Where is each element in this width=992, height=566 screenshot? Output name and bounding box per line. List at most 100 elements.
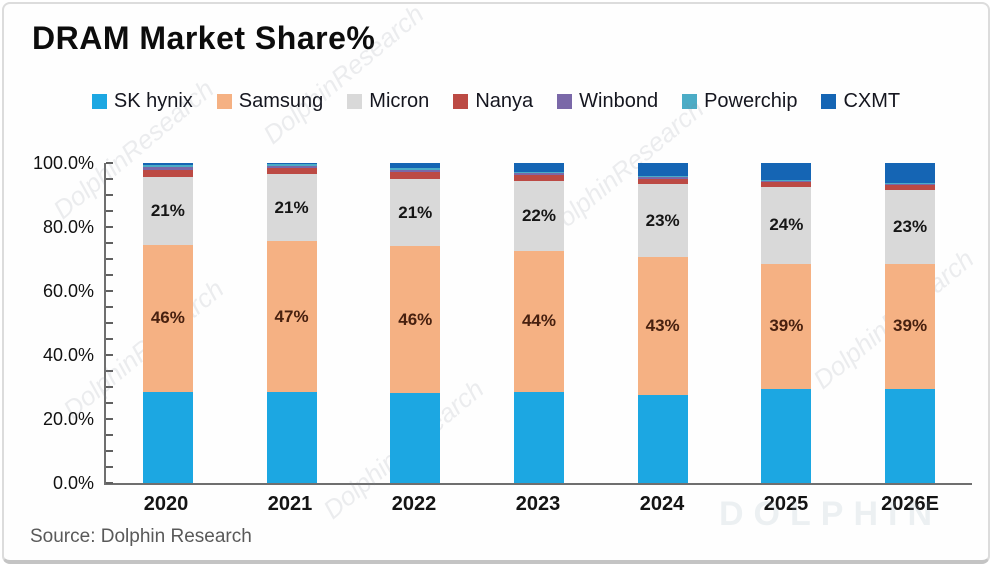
bar-segment-samsung: 44% xyxy=(513,251,564,392)
bar-segment-value-label: 39% xyxy=(893,316,928,336)
y-tick-label: 100.0% xyxy=(32,153,94,173)
bar-segment-powerchip xyxy=(761,179,812,181)
bar-segment-value-label: 22% xyxy=(521,205,556,225)
x-tick-label-2025: 2025 xyxy=(763,493,809,515)
y-axis-minor-tick xyxy=(106,274,113,276)
bar-segment-micron: 21% xyxy=(266,174,317,242)
legend-item-powerchip: Powerchip xyxy=(682,90,797,113)
bar-segment-winbond xyxy=(761,180,812,182)
legend-swatch-icon xyxy=(91,94,107,109)
bar-segment-sk-hynix xyxy=(637,395,688,483)
bar-segment-nanya xyxy=(885,185,936,191)
stacked-bar-2023: 44% 22% xyxy=(513,163,564,483)
legend-label: Samsung xyxy=(238,90,324,112)
y-axis-minor-tick xyxy=(106,354,113,356)
bar-segment-winbond xyxy=(885,183,936,186)
bar-segment-micron: 24% xyxy=(761,187,812,264)
bar-segment-winbond xyxy=(513,172,564,175)
bar-segment-sk-hynix xyxy=(142,391,193,483)
bar-segment-nanya xyxy=(390,172,441,180)
bar-segment-samsung: 43% xyxy=(637,257,688,395)
bar-segment-nanya xyxy=(761,181,812,188)
stacked-bar-2020: 46% 21% xyxy=(142,163,193,483)
legend-item-winbond: Winbond xyxy=(557,90,658,113)
y-axis-minor-tick xyxy=(106,226,113,228)
bar-segment-sk-hynix xyxy=(885,388,936,483)
legend-label: SK hynix xyxy=(113,90,193,112)
y-axis-minor-tick xyxy=(106,258,113,260)
plot-area: 46% 21% 47% 21% 46% 21% 44% 22% 43% 23% 39% 24% 39% 2… xyxy=(104,162,972,485)
bar-segment-value-label: 43% xyxy=(645,316,680,336)
bar-segment-micron: 21% xyxy=(142,177,193,245)
y-axis-minor-tick xyxy=(106,466,113,468)
source-note: Source: Dolphin Research xyxy=(30,526,252,547)
bar-segment-cxmt xyxy=(142,163,193,165)
y-axis-minor-tick xyxy=(106,418,113,420)
y-axis-minor-tick xyxy=(106,338,113,340)
bar-segment-value-label: 47% xyxy=(274,306,309,326)
bar-segment-value-label: 44% xyxy=(521,311,556,331)
y-axis-minor-tick xyxy=(106,290,113,292)
y-axis-minor-tick xyxy=(106,402,113,404)
bar-segment-value-label: 23% xyxy=(893,217,928,237)
bar-segment-value-label: 23% xyxy=(645,210,680,230)
chart-title: DRAM Market Share% xyxy=(32,20,376,56)
bar-segment-powerchip xyxy=(266,164,317,166)
bar-segment-micron: 23% xyxy=(637,183,688,258)
x-tick-label-2021: 2021 xyxy=(267,493,313,515)
y-tick-label: 60.0% xyxy=(42,281,94,301)
bar-segment-winbond xyxy=(390,169,441,172)
stacked-bar-2022: 46% 21% xyxy=(390,163,441,483)
bar-segment-nanya xyxy=(637,178,688,184)
legend-label: Winbond xyxy=(579,90,659,112)
y-axis-minor-tick xyxy=(106,306,113,308)
legend-item-micron: Micron xyxy=(347,90,429,113)
bar-segment-powerchip xyxy=(390,167,441,170)
chart-plot-wrap: 46% 21% 47% 21% 46% 21% 44% 22% 43% 23% 39% 24% 39% 2… xyxy=(104,162,972,516)
x-tick-label-2024: 2024 xyxy=(639,493,685,515)
bar-segment-micron: 23% xyxy=(885,190,936,264)
y-axis-minor-tick xyxy=(106,434,113,436)
x-tick-label-2023: 2023 xyxy=(515,493,561,515)
bar-segment-winbond xyxy=(142,166,193,171)
bar-segment-nanya xyxy=(266,168,317,175)
bar-segment-cxmt xyxy=(637,163,688,176)
bar-segment-cxmt xyxy=(761,163,812,180)
bar-segment-cxmt xyxy=(266,163,317,165)
bar-segment-value-label: 24% xyxy=(769,215,804,235)
y-axis-minor-tick xyxy=(106,322,113,324)
legend-label: Powerchip xyxy=(704,90,798,112)
bar-segment-sk-hynix xyxy=(266,391,317,483)
legend-label: CXMT xyxy=(843,90,901,112)
x-tick-label-2022: 2022 xyxy=(391,493,437,515)
bar-segment-micron: 22% xyxy=(513,180,564,252)
bar-segment-winbond xyxy=(637,177,688,179)
legend-swatch-icon xyxy=(347,94,363,109)
bar-segment-samsung: 47% xyxy=(266,241,317,392)
y-tick-label: 0.0% xyxy=(52,473,94,493)
y-axis-minor-tick xyxy=(106,194,113,196)
bar-segment-value-label: 46% xyxy=(398,309,433,329)
bar-segment-samsung: 46% xyxy=(142,244,193,392)
bar-segment-winbond xyxy=(266,165,317,169)
y-axis-minor-tick xyxy=(106,370,113,372)
y-axis-minor-tick xyxy=(106,242,113,244)
legend-swatch-icon xyxy=(216,94,232,109)
stacked-bar-2021: 47% 21% xyxy=(266,163,317,483)
x-tick-label-2026E: 2026E xyxy=(881,493,939,515)
legend-label: Nanya xyxy=(475,90,534,112)
legend-item-cxmt: CXMT xyxy=(821,90,900,113)
y-axis-minor-tick xyxy=(106,450,113,452)
stacked-bar-2026E: 39% 23% xyxy=(885,163,936,483)
y-axis-minor-tick xyxy=(106,482,113,484)
bar-segment-samsung: 46% xyxy=(390,246,441,394)
bar-segment-nanya xyxy=(513,174,564,181)
y-axis-minor-tick xyxy=(106,210,113,212)
legend-item-sk-hynix: SK hynix xyxy=(91,90,193,113)
bar-segment-value-label: 21% xyxy=(274,197,309,217)
y-axis-minor-tick xyxy=(106,162,113,164)
y-tick-label: 80.0% xyxy=(42,217,94,237)
bar-segment-powerchip xyxy=(513,171,564,173)
bar-segment-micron: 21% xyxy=(390,179,441,247)
